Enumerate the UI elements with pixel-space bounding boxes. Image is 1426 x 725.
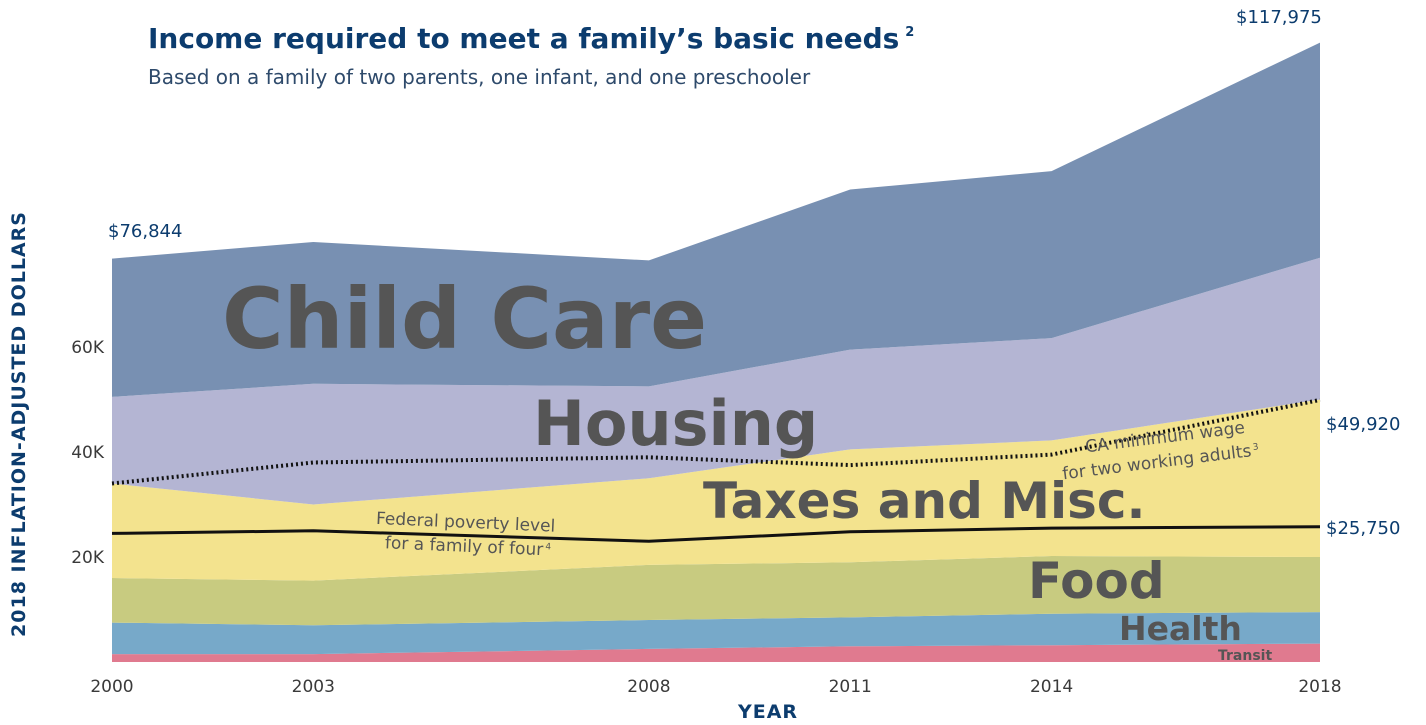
poverty-2018-label: $25,750 <box>1326 518 1400 539</box>
chart-subtitle: Based on a family of two parents, one in… <box>148 65 811 89</box>
x-tick-label: 2014 <box>1030 677 1073 697</box>
x-tick-label: 2008 <box>627 677 670 697</box>
chart-title: Income required to meet a family’s basic… <box>148 22 914 55</box>
x-axis-ticks: 2000 2003 2008 2011 2014 2018 <box>90 677 1341 697</box>
y-tick-label: 40K <box>71 443 105 463</box>
area-label-taxes: Taxes and Misc. <box>703 472 1146 530</box>
y-tick-label: 60K <box>71 338 105 358</box>
area-label-child-care: Child Care <box>222 270 707 368</box>
area-health <box>112 612 1320 655</box>
y-axis-ticks: 20K 40K 60K <box>71 338 105 568</box>
x-tick-label: 2000 <box>90 677 133 697</box>
area-housing <box>112 257 1320 505</box>
stacked-areas <box>112 42 1320 662</box>
title-footnote: 2 <box>905 25 914 40</box>
area-label-health: Health <box>1119 609 1242 648</box>
area-transit <box>112 643 1320 662</box>
x-tick-label: 2011 <box>829 677 872 697</box>
y-axis-title: 2018 INFLATION-ADJUSTED DOLLARS <box>8 211 30 637</box>
area-label-food: Food <box>1028 552 1165 610</box>
x-tick-label: 2018 <box>1298 677 1341 697</box>
area-child-care <box>112 42 1320 397</box>
total-2018-label: $117,975 <box>1236 7 1322 28</box>
x-axis-title: YEAR <box>737 701 798 723</box>
area-label-transit: Transit <box>1218 648 1272 664</box>
min-wage-line <box>111 397 1321 486</box>
total-2000-label: $76,844 <box>108 221 182 242</box>
area-label-housing: Housing <box>533 387 818 460</box>
y-tick-label: 20K <box>71 548 105 568</box>
min-wage-2018-label: $49,920 <box>1326 414 1400 435</box>
area-food <box>112 556 1320 626</box>
poverty-line <box>111 525 1321 543</box>
x-tick-label: 2003 <box>292 677 335 697</box>
reference-lines <box>111 397 1321 543</box>
